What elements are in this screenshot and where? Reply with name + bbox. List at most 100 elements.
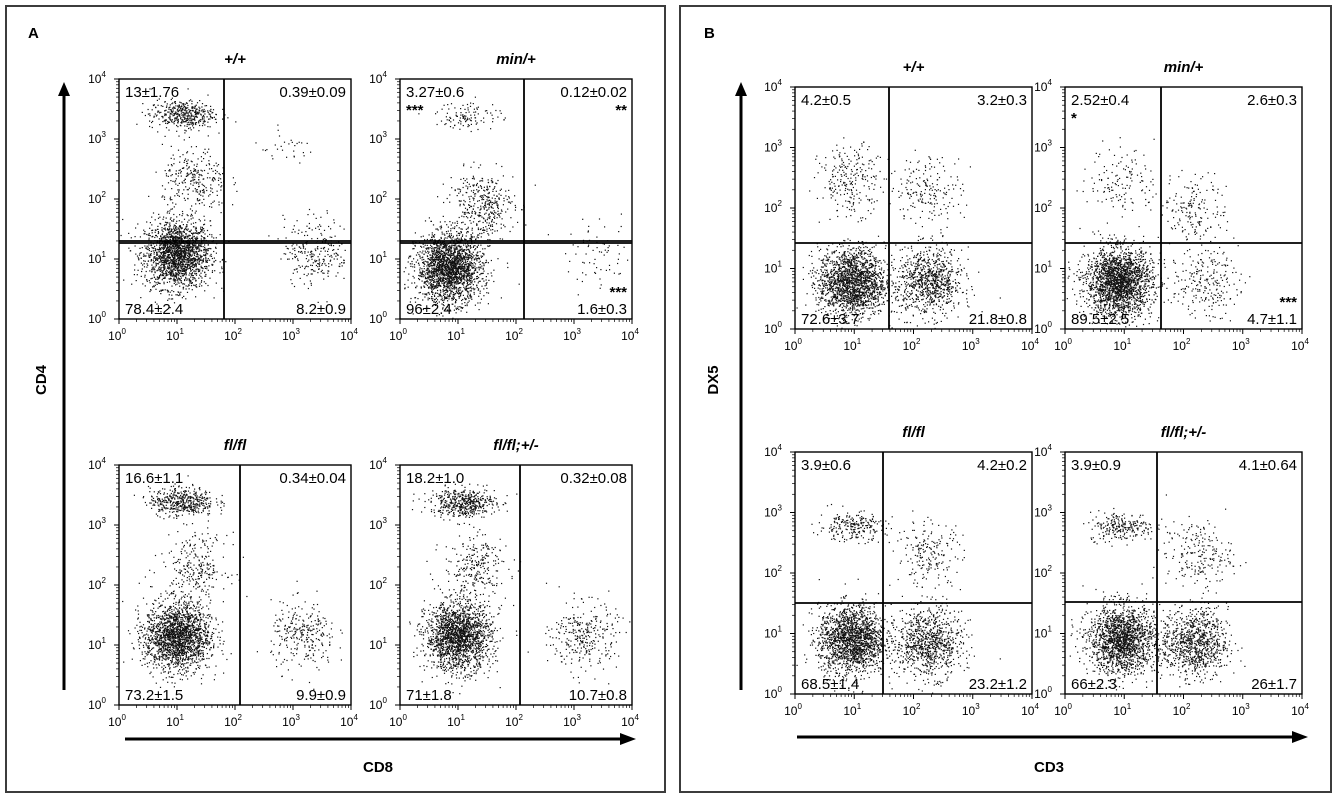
event-dot — [176, 245, 178, 247]
event-dot — [192, 217, 194, 219]
event-dot — [316, 237, 319, 240]
event-dot — [181, 258, 183, 261]
event-dot — [433, 275, 435, 277]
event-dot — [442, 278, 444, 280]
event-dot — [425, 283, 427, 285]
event-dot — [164, 238, 166, 240]
event-dot — [156, 259, 158, 261]
event-dot — [151, 126, 153, 129]
event-dot — [462, 284, 465, 286]
event-dot — [469, 295, 471, 298]
event-dot — [147, 248, 149, 251]
event-dot — [163, 264, 165, 266]
event-dot — [419, 267, 421, 269]
event-dot — [204, 124, 206, 126]
event-dot — [292, 258, 294, 260]
event-dot — [332, 249, 334, 251]
event-dot — [442, 261, 444, 263]
event-dot — [477, 244, 479, 246]
event-dot — [203, 198, 205, 200]
event-dot — [463, 264, 466, 266]
event-dot — [456, 248, 458, 250]
event-dot — [201, 270, 204, 272]
event-dot — [488, 279, 490, 281]
event-dot — [196, 246, 198, 248]
event-dot — [434, 281, 436, 283]
event-dot — [479, 302, 481, 304]
event-dot — [155, 278, 157, 280]
event-dot — [455, 299, 458, 301]
event-dot — [192, 247, 194, 249]
event-dot — [175, 238, 177, 240]
event-dot — [449, 261, 452, 263]
event-dot — [292, 272, 294, 274]
event-dot — [485, 284, 487, 286]
event-dot — [172, 109, 174, 111]
event-dot — [434, 234, 436, 236]
event-dot — [472, 256, 474, 258]
event-dot — [215, 282, 217, 284]
event-dot — [172, 272, 174, 274]
event-dot — [163, 265, 165, 267]
event-dot — [186, 119, 188, 121]
event-dot — [481, 255, 484, 257]
event-dot — [448, 274, 450, 277]
event-dot — [165, 113, 167, 115]
event-dot — [439, 279, 441, 281]
event-dot — [166, 236, 168, 238]
event-dot — [195, 264, 197, 267]
event-dot — [210, 108, 212, 110]
event-dot — [290, 139, 292, 141]
event-dot — [460, 280, 463, 282]
event-dot — [180, 231, 182, 233]
event-dot — [225, 261, 227, 263]
event-dot — [460, 282, 462, 284]
event-dot — [168, 212, 170, 214]
event-dot — [186, 261, 188, 263]
event-dot — [202, 121, 204, 123]
event-dot — [163, 216, 165, 218]
event-dot — [424, 278, 427, 280]
event-dot — [438, 248, 441, 250]
event-dot — [426, 261, 428, 263]
event-dot — [174, 256, 176, 258]
event-dot — [422, 274, 425, 276]
event-dot — [166, 274, 168, 276]
event-dot — [164, 101, 166, 103]
event-dot — [330, 254, 332, 257]
event-dot — [334, 235, 336, 237]
event-dot — [179, 278, 181, 280]
event-dot — [148, 195, 150, 197]
event-dot — [146, 221, 148, 223]
event-dot — [205, 275, 207, 277]
event-dot — [190, 121, 192, 123]
event-dot — [184, 258, 186, 260]
event-dot — [188, 247, 190, 249]
event-dot — [337, 254, 339, 256]
event-dot — [439, 249, 441, 251]
event-dot — [173, 230, 175, 233]
event-dot — [186, 246, 188, 249]
event-dot — [178, 191, 180, 193]
event-dot — [439, 239, 441, 241]
event-dot — [166, 233, 168, 235]
event-dot — [190, 265, 192, 267]
event-dot — [424, 250, 426, 252]
event-dot — [437, 269, 439, 272]
event-dot — [436, 283, 438, 286]
event-dot — [436, 315, 438, 317]
event-dot — [157, 269, 159, 271]
event-dot — [177, 250, 179, 252]
event-dot — [413, 258, 415, 260]
event-dot — [434, 253, 437, 255]
event-dot — [199, 232, 201, 234]
event-dot — [431, 291, 433, 293]
event-dot — [184, 228, 187, 230]
event-dot — [180, 256, 182, 258]
event-dot — [478, 267, 480, 269]
event-dot — [190, 116, 192, 118]
event-dot — [155, 258, 157, 261]
event-dot — [477, 251, 479, 253]
event-dot — [475, 255, 478, 257]
event-dot — [343, 277, 345, 279]
